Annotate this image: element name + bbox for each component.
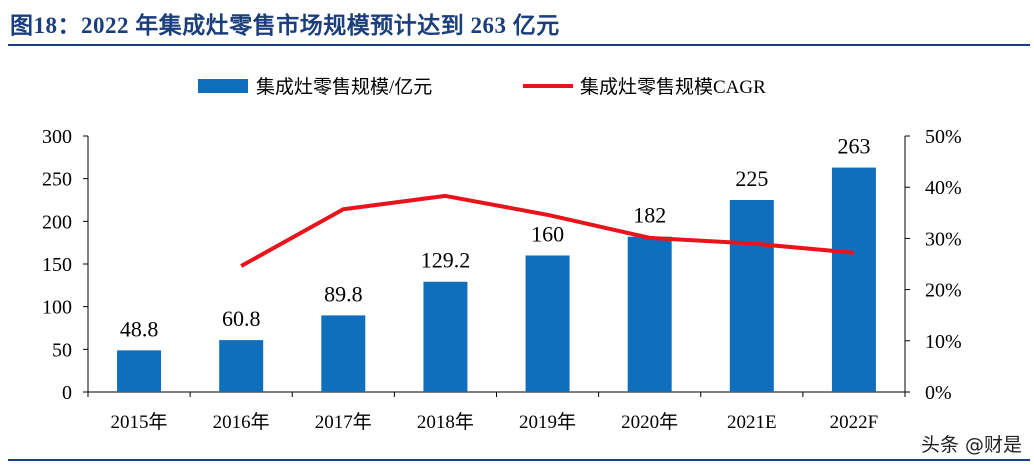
right-tick-label: 30%	[925, 228, 962, 250]
bar	[525, 255, 570, 392]
title-divider	[8, 44, 1030, 46]
x-tick-label: 2021E	[727, 412, 777, 433]
watermark: 头条 @财是	[920, 434, 1022, 456]
bar	[627, 236, 672, 392]
left-tick-label: 300	[42, 126, 72, 148]
legend-bar-label: 集成灶零售规模/亿元	[256, 76, 432, 98]
x-tick-label: 2019年	[519, 411, 576, 433]
bar-data-label: 225	[735, 166, 768, 191]
right-tick-label: 40%	[925, 177, 962, 199]
right-tick-label: 20%	[925, 280, 962, 302]
right-tick-label: 50%	[925, 126, 962, 148]
figure-title: 图18：2022 年集成灶零售市场规模预计达到 263 亿元	[10, 13, 560, 38]
cagr-line	[240, 193, 855, 268]
bar-data-label: 89.8	[324, 281, 363, 306]
x-tick-label: 2018年	[417, 411, 474, 433]
bar	[423, 281, 468, 392]
x-tick-label: 2016年	[213, 411, 270, 433]
bar	[219, 340, 264, 392]
bar-data-label: 160	[531, 221, 564, 246]
left-tick-label: 250	[42, 169, 72, 191]
bar	[321, 315, 366, 392]
bar-data-label: 263	[837, 134, 870, 159]
bar-data-label: 48.8	[120, 316, 159, 341]
bar	[117, 350, 162, 392]
legend-bar-swatch	[198, 79, 248, 93]
left-tick-label: 0	[62, 382, 72, 404]
x-tick-label: 2015年	[111, 411, 168, 433]
x-tick-label: 2020年	[621, 411, 678, 433]
x-tick-label: 2022F	[830, 412, 879, 433]
left-tick-label: 150	[42, 254, 72, 276]
legend-line-label: 集成灶零售规模CAGR	[580, 76, 766, 98]
bar-data-label: 129.2	[421, 248, 471, 273]
right-tick-label: 10%	[925, 331, 962, 353]
bar	[831, 167, 876, 392]
left-tick-label: 50	[52, 339, 72, 361]
bar-data-label: 182	[633, 203, 666, 228]
x-tick-label: 2017年	[315, 411, 372, 433]
left-tick-label: 200	[42, 211, 72, 233]
bottom-divider	[8, 459, 1030, 461]
bar	[729, 200, 774, 392]
right-tick-label: 0%	[925, 382, 952, 404]
left-tick-label: 100	[42, 297, 72, 319]
bar-data-label: 60.8	[222, 306, 261, 331]
